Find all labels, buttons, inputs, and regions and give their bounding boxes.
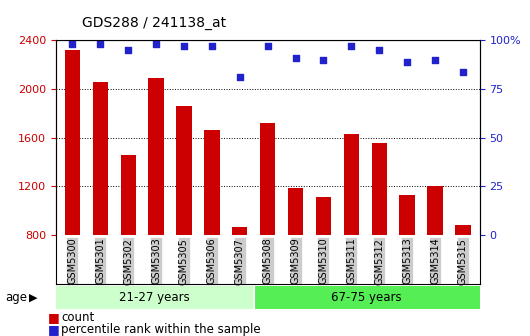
Point [124,47,132,53]
Point [152,42,160,47]
Text: GSM5303: GSM5303 [151,238,161,284]
Text: GSM5311: GSM5311 [346,238,356,284]
Point [375,47,384,53]
Bar [427,186,443,235]
Text: 21-27 years: 21-27 years [119,291,190,304]
Bar [260,123,275,235]
Point [96,42,104,47]
Text: ▶: ▶ [29,292,38,302]
Point [292,55,300,60]
Text: percentile rank within the sample: percentile rank within the sample [61,324,261,336]
Text: GDS288 / 241138_at: GDS288 / 241138_at [82,16,226,30]
Text: GSM5312: GSM5312 [374,238,384,285]
Bar [120,155,136,235]
Text: GSM5307: GSM5307 [235,238,245,285]
Bar [93,82,108,235]
Text: GSM5300: GSM5300 [67,238,77,284]
Bar [204,130,219,235]
Bar [176,106,192,235]
Bar [148,78,164,235]
Bar [253,286,480,309]
Text: age: age [5,291,28,304]
Bar [400,195,415,235]
Text: GSM5306: GSM5306 [207,238,217,284]
Point [68,42,77,47]
Point [458,69,467,74]
Bar [343,134,359,235]
Text: 67-75 years: 67-75 years [331,291,402,304]
Text: ■: ■ [48,311,59,324]
Point [208,43,216,49]
Bar [232,227,248,235]
Text: GSM5313: GSM5313 [402,238,412,284]
Bar [455,225,471,235]
Text: GSM5308: GSM5308 [263,238,272,284]
Text: GSM5309: GSM5309 [290,238,301,284]
Point [347,43,356,49]
Text: GSM5301: GSM5301 [95,238,105,284]
Text: ■: ■ [48,324,59,336]
Bar [56,286,253,309]
Point [431,57,439,62]
Point [319,57,328,62]
Point [263,43,272,49]
Text: GSM5305: GSM5305 [179,238,189,285]
Bar [316,198,331,235]
Bar [288,188,303,235]
Point [180,43,188,49]
Point [403,59,411,65]
Bar [372,143,387,235]
Point [235,75,244,80]
Text: count: count [61,311,94,324]
Bar [65,50,80,235]
Text: GSM5302: GSM5302 [123,238,133,285]
Text: GSM5314: GSM5314 [430,238,440,284]
Text: GSM5310: GSM5310 [319,238,329,284]
Text: GSM5315: GSM5315 [458,238,468,285]
